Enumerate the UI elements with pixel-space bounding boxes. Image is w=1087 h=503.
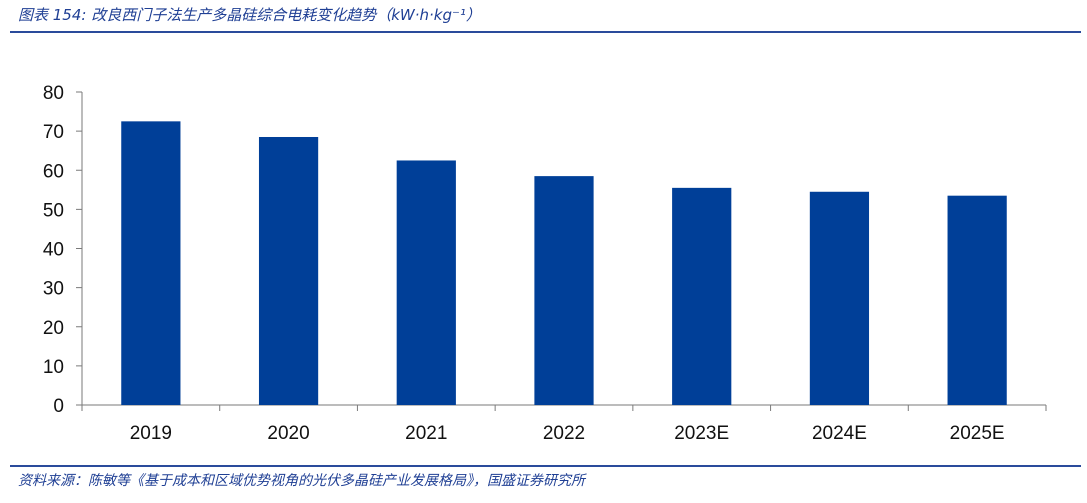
source-note: 资料来源：陈敏等《基于成本和区域优势视角的光伏多晶硅产业发展格局》，国盛证券研究… xyxy=(18,473,585,489)
x-tick-label: 2022 xyxy=(543,423,585,444)
y-tick-label: 0 xyxy=(53,396,64,417)
bar-2024E xyxy=(809,191,870,405)
y-tick-label: 70 xyxy=(43,122,64,143)
x-tick-label: 2019 xyxy=(130,423,172,444)
x-tick-label: 2025E xyxy=(950,423,1005,444)
x-tick-label: 2020 xyxy=(267,423,309,444)
y-tick-label: 40 xyxy=(43,240,64,261)
bar-2019 xyxy=(121,121,181,405)
bars xyxy=(121,121,1007,405)
y-tick-label: 30 xyxy=(43,279,64,300)
y-tick-label: 10 xyxy=(43,357,64,378)
bottom-divider xyxy=(10,465,1081,467)
bar-2022 xyxy=(534,176,594,405)
y-axis: 0 10 20 30 40 50 60 70 80 xyxy=(43,83,83,417)
y-tick-label: 20 xyxy=(43,318,64,339)
top-divider xyxy=(10,31,1081,33)
bar-2025E xyxy=(947,195,1007,405)
bar-2020 xyxy=(258,136,319,405)
x-tick-label: 2021 xyxy=(405,423,447,444)
x-tick-label: 2024E xyxy=(812,423,867,444)
chart-title: 图表 154: 改良西门子法生产多晶硅综合电耗变化趋势（kW·h·kg⁻¹） xyxy=(18,6,481,24)
bar-2023E xyxy=(672,187,732,405)
bar-2021 xyxy=(396,160,456,405)
y-tick-label: 80 xyxy=(43,83,64,104)
y-tick-label: 60 xyxy=(43,161,64,182)
x-axis: 2019 2020 2021 2022 2023E 2024E 2025E xyxy=(81,404,1047,444)
x-tick-label: 2023E xyxy=(674,423,729,444)
y-tick-label: 50 xyxy=(43,200,64,221)
